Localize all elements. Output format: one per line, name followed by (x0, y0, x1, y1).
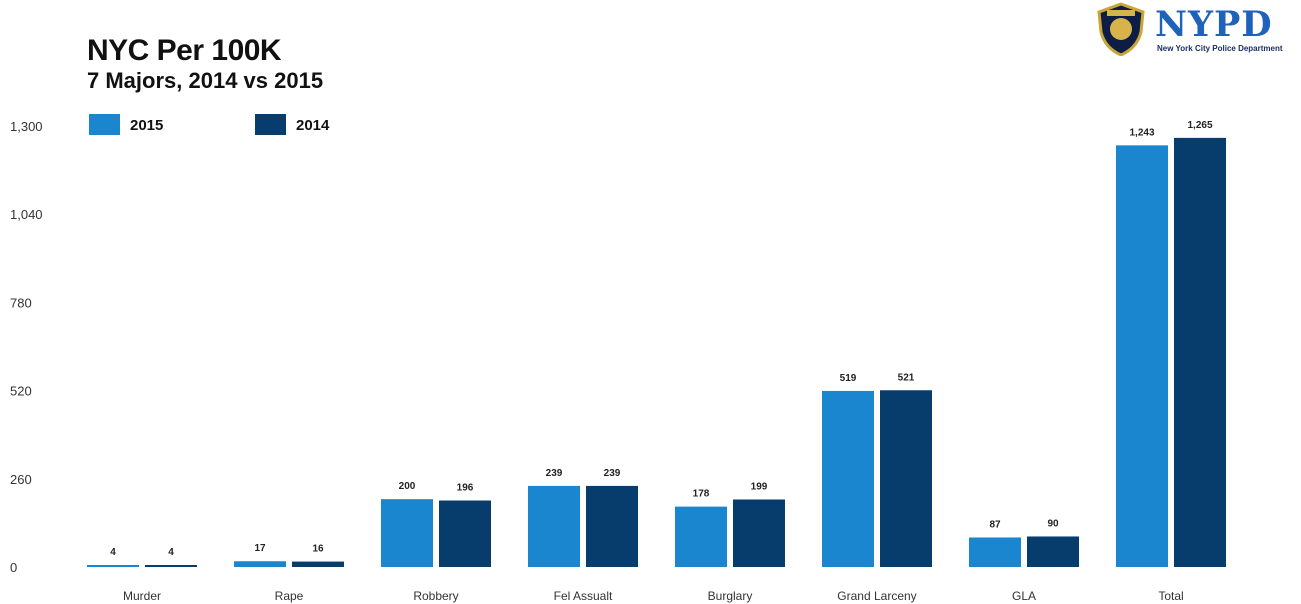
x-category-label: Total (1158, 589, 1183, 603)
data-label: 196 (457, 483, 474, 494)
bar-2014 (292, 561, 344, 567)
x-category-label: Murder (123, 589, 161, 603)
bar-2014 (880, 390, 932, 567)
y-tick-label: 1,040 (10, 207, 43, 222)
legend-label: 2015 (130, 117, 163, 134)
data-label: 4 (168, 547, 174, 558)
data-label: 521 (898, 372, 915, 383)
legend-swatch-2015 (89, 114, 120, 135)
logo-wordmark: NYPD (1155, 4, 1273, 45)
bar-2015 (675, 506, 727, 567)
legend-swatch-2014 (255, 114, 286, 135)
logo-tagline: New York City Police Department (1157, 44, 1283, 53)
y-tick-label: 0 (10, 560, 17, 575)
y-tick-label: 780 (10, 295, 32, 310)
x-category-label: Robbery (413, 589, 458, 603)
bar-2015 (1116, 145, 1168, 567)
bar-2014 (1027, 536, 1079, 567)
bar-2015 (87, 565, 139, 567)
nypd-logo: NYPD New York City Police Department (1093, 2, 1301, 58)
data-label: 17 (254, 543, 266, 554)
data-label: 90 (1047, 518, 1059, 529)
data-label: 1,265 (1187, 120, 1212, 131)
data-label: 199 (751, 481, 768, 492)
x-category-label: Grand Larceny (837, 589, 916, 603)
x-category-label: Burglary (708, 589, 753, 603)
chart-title: NYC Per 100K (87, 34, 282, 67)
bar-2015 (528, 485, 580, 567)
x-category-label: GLA (1012, 589, 1036, 603)
data-label: 16 (312, 544, 324, 555)
data-label: 239 (604, 468, 621, 479)
x-category-label: Rape (275, 589, 304, 603)
bar-2015 (822, 390, 874, 567)
bar-2014 (1174, 137, 1226, 567)
bar-2014 (586, 485, 638, 567)
bar-2014 (439, 500, 491, 567)
bar-2014 (145, 565, 197, 567)
bar-2014 (733, 499, 785, 567)
data-label: 178 (693, 489, 710, 500)
bar-2015 (969, 537, 1021, 567)
police-shield-icon (1097, 2, 1145, 56)
chart-subtitle: 7 Majors, 2014 vs 2015 (87, 68, 324, 93)
data-label: 1,243 (1129, 127, 1154, 138)
data-label: 519 (840, 373, 857, 384)
data-label: 200 (399, 481, 416, 492)
y-tick-label: 1,300 (10, 119, 43, 134)
bar-2015 (381, 499, 433, 567)
bar-2015 (234, 561, 286, 567)
data-label: 239 (546, 468, 563, 479)
y-tick-label: 520 (10, 384, 32, 399)
y-tick-label: 260 (10, 472, 32, 487)
legend-label: 2014 (296, 117, 330, 134)
x-category-label: Fel Assualt (554, 589, 613, 603)
data-label: 87 (989, 519, 1001, 530)
data-label: 4 (110, 547, 116, 558)
